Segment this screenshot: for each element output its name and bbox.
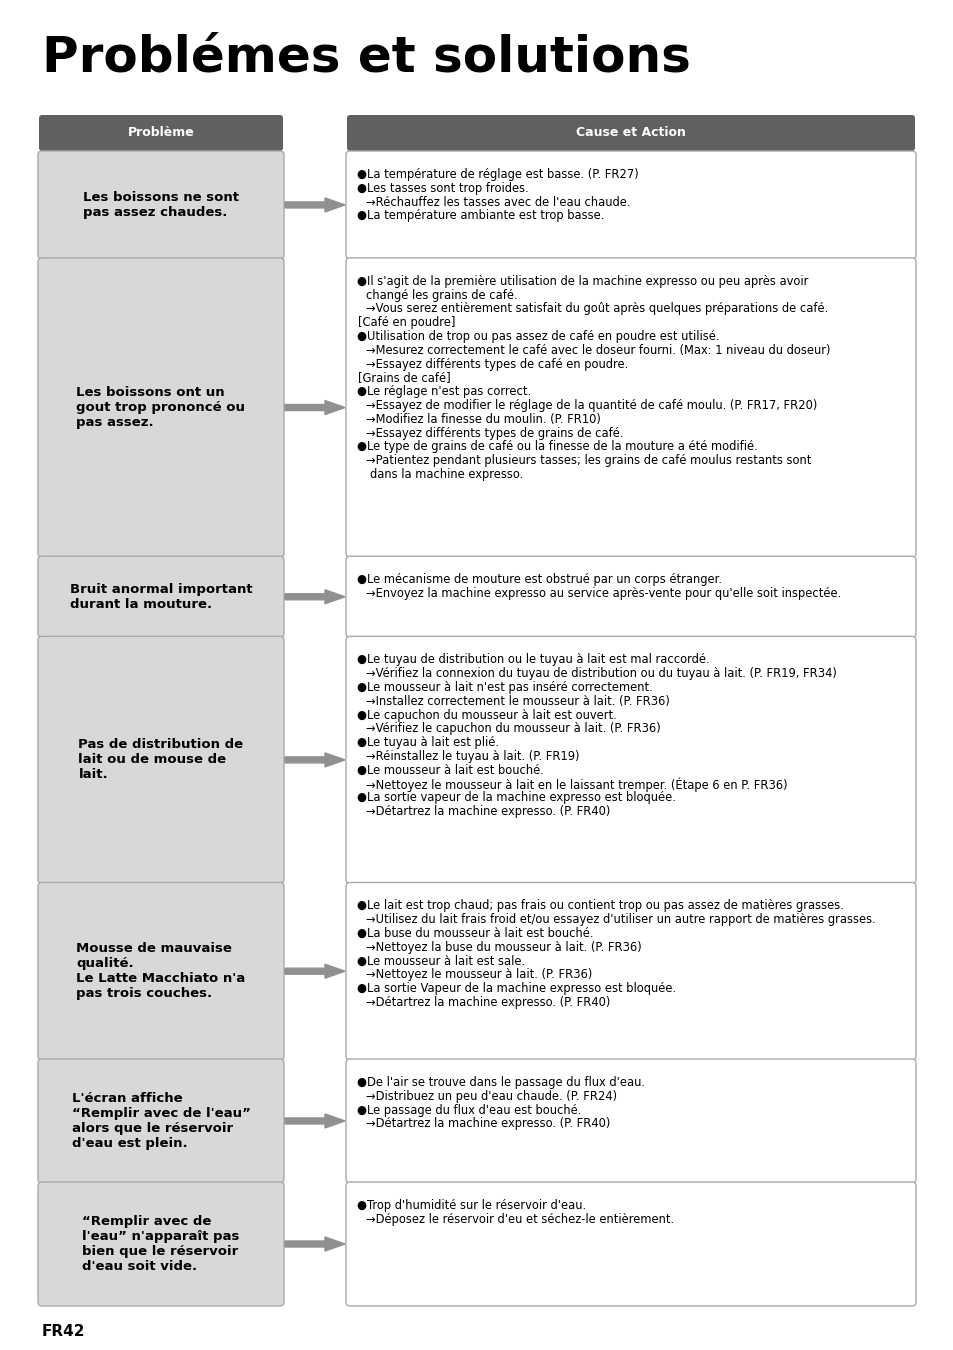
FancyBboxPatch shape	[38, 1183, 284, 1305]
Text: ●La température ambiante est trop basse.: ●La température ambiante est trop basse.	[356, 209, 604, 223]
Polygon shape	[285, 753, 345, 767]
Text: ●La sortie vapeur de la machine expresso est bloquée.: ●La sortie vapeur de la machine expresso…	[356, 791, 675, 805]
Text: ●Utilisation de trop ou pas assez de café en poudre est utilisé.: ●Utilisation de trop ou pas assez de caf…	[356, 331, 719, 343]
Text: ●Le réglage n'est pas correct.: ●Le réglage n'est pas correct.	[356, 385, 531, 398]
Text: [Café en poudre]: [Café en poudre]	[357, 316, 455, 329]
Text: →Installez correctement le mousseur à lait. (P. FR36): →Installez correctement le mousseur à la…	[366, 695, 669, 707]
FancyBboxPatch shape	[346, 151, 915, 259]
Text: →Nettoyez la buse du mousseur à lait. (P. FR36): →Nettoyez la buse du mousseur à lait. (P…	[366, 941, 641, 954]
FancyBboxPatch shape	[38, 258, 284, 558]
Text: Problème: Problème	[128, 127, 194, 139]
Text: →Nettoyez le mousseur à lait en le laissant tremper. (Étape 6 en P. FR36): →Nettoyez le mousseur à lait en le laiss…	[366, 778, 787, 792]
Text: ●Le type de grains de café ou la finesse de la mouture a été modifié.: ●Le type de grains de café ou la finesse…	[356, 440, 757, 454]
Text: →Modifiez la finesse du moulin. (P. FR10): →Modifiez la finesse du moulin. (P. FR10…	[366, 413, 600, 425]
Text: ●Le mousseur à lait est sale.: ●Le mousseur à lait est sale.	[356, 954, 524, 968]
Text: →Réchauffez les tasses avec de l'eau chaude.: →Réchauffez les tasses avec de l'eau cha…	[366, 196, 630, 209]
Text: →Distribuez un peu d'eau chaude. (P. FR24): →Distribuez un peu d'eau chaude. (P. FR2…	[366, 1089, 617, 1103]
Text: →Vérifiez le capuchon du mousseur à lait. (P. FR36): →Vérifiez le capuchon du mousseur à lait…	[366, 722, 660, 736]
Text: ●Le mécanisme de mouture est obstrué par un corps étranger.: ●Le mécanisme de mouture est obstrué par…	[356, 574, 721, 586]
Text: ●Les tasses sont trop froides.: ●Les tasses sont trop froides.	[356, 182, 528, 194]
Text: →Réinstallez le tuyau à lait. (P. FR19): →Réinstallez le tuyau à lait. (P. FR19)	[366, 751, 578, 763]
FancyBboxPatch shape	[346, 556, 915, 637]
Text: →Patientez pendant plusieurs tasses; les grains de café moulus restants sont: →Patientez pendant plusieurs tasses; les…	[366, 455, 810, 467]
FancyBboxPatch shape	[38, 1058, 284, 1183]
Text: →Détartrez la machine expresso. (P. FR40): →Détartrez la machine expresso. (P. FR40…	[366, 996, 610, 1008]
FancyBboxPatch shape	[39, 115, 283, 151]
FancyBboxPatch shape	[346, 883, 915, 1060]
Polygon shape	[285, 401, 345, 414]
Text: →Essayez de modifier le réglage de la quantité de café moulu. (P. FR17, FR20): →Essayez de modifier le réglage de la qu…	[366, 400, 817, 412]
Text: ●Le lait est trop chaud; pas frais ou contient trop ou pas assez de matières gra: ●Le lait est trop chaud; pas frais ou co…	[356, 899, 843, 913]
Text: Bruit anormal important
durant la mouture.: Bruit anormal important durant la moutur…	[70, 583, 252, 610]
Polygon shape	[285, 964, 345, 979]
FancyBboxPatch shape	[346, 636, 915, 883]
Text: ●La température de réglage est basse. (P. FR27): ●La température de réglage est basse. (P…	[356, 167, 639, 181]
FancyBboxPatch shape	[38, 556, 284, 637]
Text: ●Il s'agit de la première utilisation de la machine expresso ou peu après avoir: ●Il s'agit de la première utilisation de…	[356, 275, 807, 288]
FancyBboxPatch shape	[347, 115, 914, 151]
Polygon shape	[285, 198, 345, 212]
Polygon shape	[285, 590, 345, 603]
Polygon shape	[285, 1237, 345, 1251]
Text: dans la machine expresso.: dans la machine expresso.	[370, 468, 522, 481]
FancyBboxPatch shape	[38, 636, 284, 883]
Text: →Utilisez du lait frais froid et/ou essayez d'utiliser un autre rapport de matiè: →Utilisez du lait frais froid et/ou essa…	[366, 913, 875, 926]
Text: →Détartrez la machine expresso. (P. FR40): →Détartrez la machine expresso. (P. FR40…	[366, 1118, 610, 1130]
Text: Les boissons ne sont
pas assez chaudes.: Les boissons ne sont pas assez chaudes.	[83, 190, 239, 219]
Text: →Vous serez entièrement satisfait du goût après quelques préparations de café.: →Vous serez entièrement satisfait du goû…	[366, 302, 827, 316]
Text: Cause et Action: Cause et Action	[576, 127, 685, 139]
Text: Problémes et solutions: Problémes et solutions	[42, 34, 690, 82]
Text: →Détartrez la machine expresso. (P. FR40): →Détartrez la machine expresso. (P. FR40…	[366, 805, 610, 818]
Text: Pas de distribution de
lait ou de mouse de
lait.: Pas de distribution de lait ou de mouse …	[78, 738, 243, 782]
Text: ●Le mousseur à lait n'est pas inséré correctement.: ●Le mousseur à lait n'est pas inséré cor…	[356, 680, 652, 694]
Text: Les boissons ont un
gout trop prononcé ou
pas assez.: Les boissons ont un gout trop prononcé o…	[76, 386, 245, 429]
FancyBboxPatch shape	[346, 258, 915, 558]
Text: ●Le tuyau de distribution ou le tuyau à lait est mal raccordé.: ●Le tuyau de distribution ou le tuyau à …	[356, 653, 709, 667]
FancyBboxPatch shape	[38, 883, 284, 1060]
Text: →Envoyez la machine expresso au service après-vente pour qu'elle soit inspectée.: →Envoyez la machine expresso au service …	[366, 587, 841, 599]
Text: ●La sortie Vapeur de la machine expresso est bloquée.: ●La sortie Vapeur de la machine expresso…	[356, 983, 676, 995]
Text: ●Le tuyau à lait est plié.: ●Le tuyau à lait est plié.	[356, 736, 498, 749]
FancyBboxPatch shape	[346, 1058, 915, 1183]
Text: Mousse de mauvaise
qualité.
Le Latte Macchiato n'a
pas trois couches.: Mousse de mauvaise qualité. Le Latte Mac…	[76, 942, 245, 1000]
FancyBboxPatch shape	[346, 1183, 915, 1305]
Text: ●Le capuchon du mousseur à lait est ouvert.: ●Le capuchon du mousseur à lait est ouve…	[356, 709, 616, 721]
Text: ●La buse du mousseur à lait est bouché.: ●La buse du mousseur à lait est bouché.	[356, 927, 593, 940]
Text: ●Trop d'humidité sur le réservoir d'eau.: ●Trop d'humidité sur le réservoir d'eau.	[356, 1199, 585, 1212]
Text: ●Le mousseur à lait est bouché.: ●Le mousseur à lait est bouché.	[356, 764, 543, 776]
Text: changé les grains de café.: changé les grains de café.	[366, 289, 517, 301]
Text: →Essayez différents types de grains de café.: →Essayez différents types de grains de c…	[366, 427, 623, 440]
Text: “Remplir avec de
l'eau” n'apparaît pas
bien que le réservoir
d'eau soit vide.: “Remplir avec de l'eau” n'apparaît pas b…	[82, 1215, 239, 1273]
Text: →Nettoyez le mousseur à lait. (P. FR36): →Nettoyez le mousseur à lait. (P. FR36)	[366, 968, 592, 981]
Text: →Vérifiez la connexion du tuyau de distribution ou du tuyau à lait. (P. FR19, FR: →Vérifiez la connexion du tuyau de distr…	[366, 667, 836, 680]
Text: [Grains de café]: [Grains de café]	[357, 371, 450, 385]
Text: →Déposez le réservoir d'eu et séchez-le entièrement.: →Déposez le réservoir d'eu et séchez-le …	[366, 1212, 674, 1226]
Text: ●De l'air se trouve dans le passage du flux d'eau.: ●De l'air se trouve dans le passage du f…	[356, 1076, 644, 1089]
Text: FR42: FR42	[42, 1324, 86, 1339]
FancyBboxPatch shape	[38, 151, 284, 259]
Text: →Essayez différents types de café en poudre.: →Essayez différents types de café en pou…	[366, 358, 628, 371]
Text: ●Le passage du flux d'eau est bouché.: ●Le passage du flux d'eau est bouché.	[356, 1103, 580, 1116]
Text: L'écran affiche
“Remplir avec de l'eau”
alors que le réservoir
d'eau est plein.: L'écran affiche “Remplir avec de l'eau” …	[71, 1092, 251, 1150]
Text: →Mesurez correctement le café avec le doseur fourni. (Max: 1 niveau du doseur): →Mesurez correctement le café avec le do…	[366, 344, 830, 356]
Polygon shape	[285, 1114, 345, 1129]
